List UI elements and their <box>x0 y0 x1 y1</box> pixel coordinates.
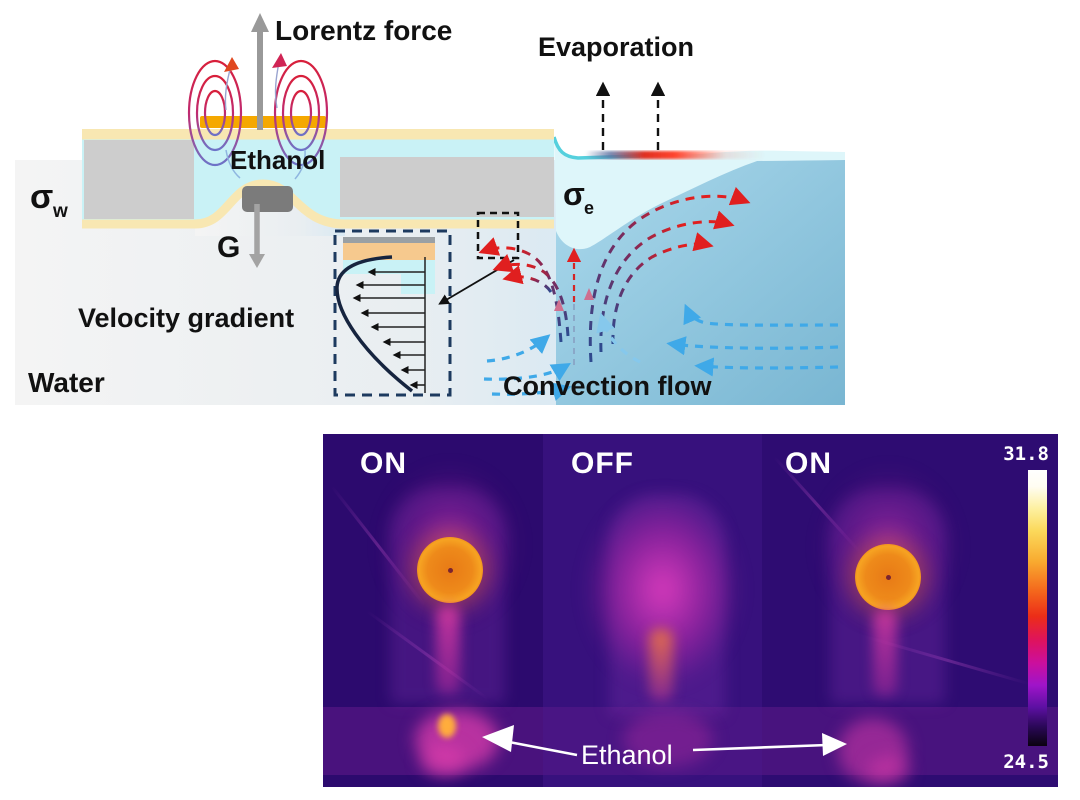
magnetic-field-coils <box>187 59 329 167</box>
sigma-e-label: σ <box>563 176 585 212</box>
field-arrowhead <box>272 53 287 68</box>
meniscus-line <box>552 136 641 160</box>
gravity-arrowhead <box>249 254 265 268</box>
hot-spot-center-dot <box>448 568 453 573</box>
lorentz-force-arrowhead <box>251 13 269 32</box>
thermal-camera-panel: ON OFF ON 31.8 24.5 Ethanol <box>323 434 1058 787</box>
lorentz-force-label: Lorentz force <box>275 15 452 46</box>
substrate-right-block <box>340 157 554 217</box>
convection-flow-arrows <box>478 186 839 401</box>
velocity-profile-curve <box>335 255 414 393</box>
velocity-gradient-inset <box>333 229 452 397</box>
evaporation-arrows <box>595 81 666 150</box>
heat-column-on2 <box>873 610 897 696</box>
ethanol-pool-region <box>554 137 845 250</box>
heat-column-off <box>649 629 673 701</box>
ethanol-pool-blob <box>421 746 465 776</box>
top-membrane <box>82 129 554 140</box>
zoom-region-box <box>476 211 520 260</box>
field-state-label-on2: ON <box>785 447 832 480</box>
magnet-block <box>242 186 293 212</box>
water-deep-region <box>556 160 845 405</box>
evaporation-label: Evaporation <box>538 32 694 62</box>
field-arrowhead <box>224 57 239 72</box>
bottom-membrane <box>82 179 554 229</box>
ethanol-tray-band-on2 <box>762 707 1058 775</box>
sigma-w-label: σ <box>30 178 53 216</box>
ethanol-channel-label: Ethanol <box>230 145 325 175</box>
hot-spot-on2 <box>855 544 921 610</box>
inset-dashed-frame <box>333 229 452 397</box>
ethanol-arrowhead-right <box>822 733 847 756</box>
device-schematic-diagram: Lorentz force Evaporation Ethanol σ w σ … <box>15 13 845 405</box>
ethanol-annotation-label: Ethanol <box>581 740 673 770</box>
velocity-arrows <box>352 268 425 389</box>
ethanol-arrowhead-left <box>482 725 514 752</box>
gravity-label: G <box>217 231 240 264</box>
field-state-label-off: OFF <box>571 447 634 480</box>
substrate-left-block <box>84 140 194 219</box>
colorbar-max-value: 31.8 <box>1003 443 1049 465</box>
ethanol-hot-blob <box>438 714 456 738</box>
temperature-colorbar <box>1028 470 1047 746</box>
colorbar-min-value: 24.5 <box>1003 751 1049 773</box>
inset-heater-bar <box>343 243 435 260</box>
ethanol-tray-band-off <box>543 707 762 775</box>
convection-flow-label: Convection flow <box>503 371 712 401</box>
ethanol-annotation-arrows <box>482 725 847 757</box>
heat-column-on1 <box>436 606 460 694</box>
ethanol-pool-blob <box>623 712 713 767</box>
field-line-tail <box>294 149 306 180</box>
sigma-w-subscript: w <box>52 201 68 222</box>
heated-surface-spot <box>585 151 765 159</box>
velocity-gradient-label: Velocity gradient <box>78 303 294 333</box>
inset-ethanol-layer2 <box>401 260 435 294</box>
water-label: Water <box>28 367 105 398</box>
hot-spot-center-dot <box>886 575 891 580</box>
hot-spot-on1 <box>417 537 483 603</box>
sigma-e-subscript: e <box>584 198 594 218</box>
field-state-label-on1: ON <box>360 447 407 480</box>
field-line-tail <box>225 149 241 179</box>
inset-magnet-bar <box>343 237 435 243</box>
ethanol-pool-blob <box>868 756 910 784</box>
